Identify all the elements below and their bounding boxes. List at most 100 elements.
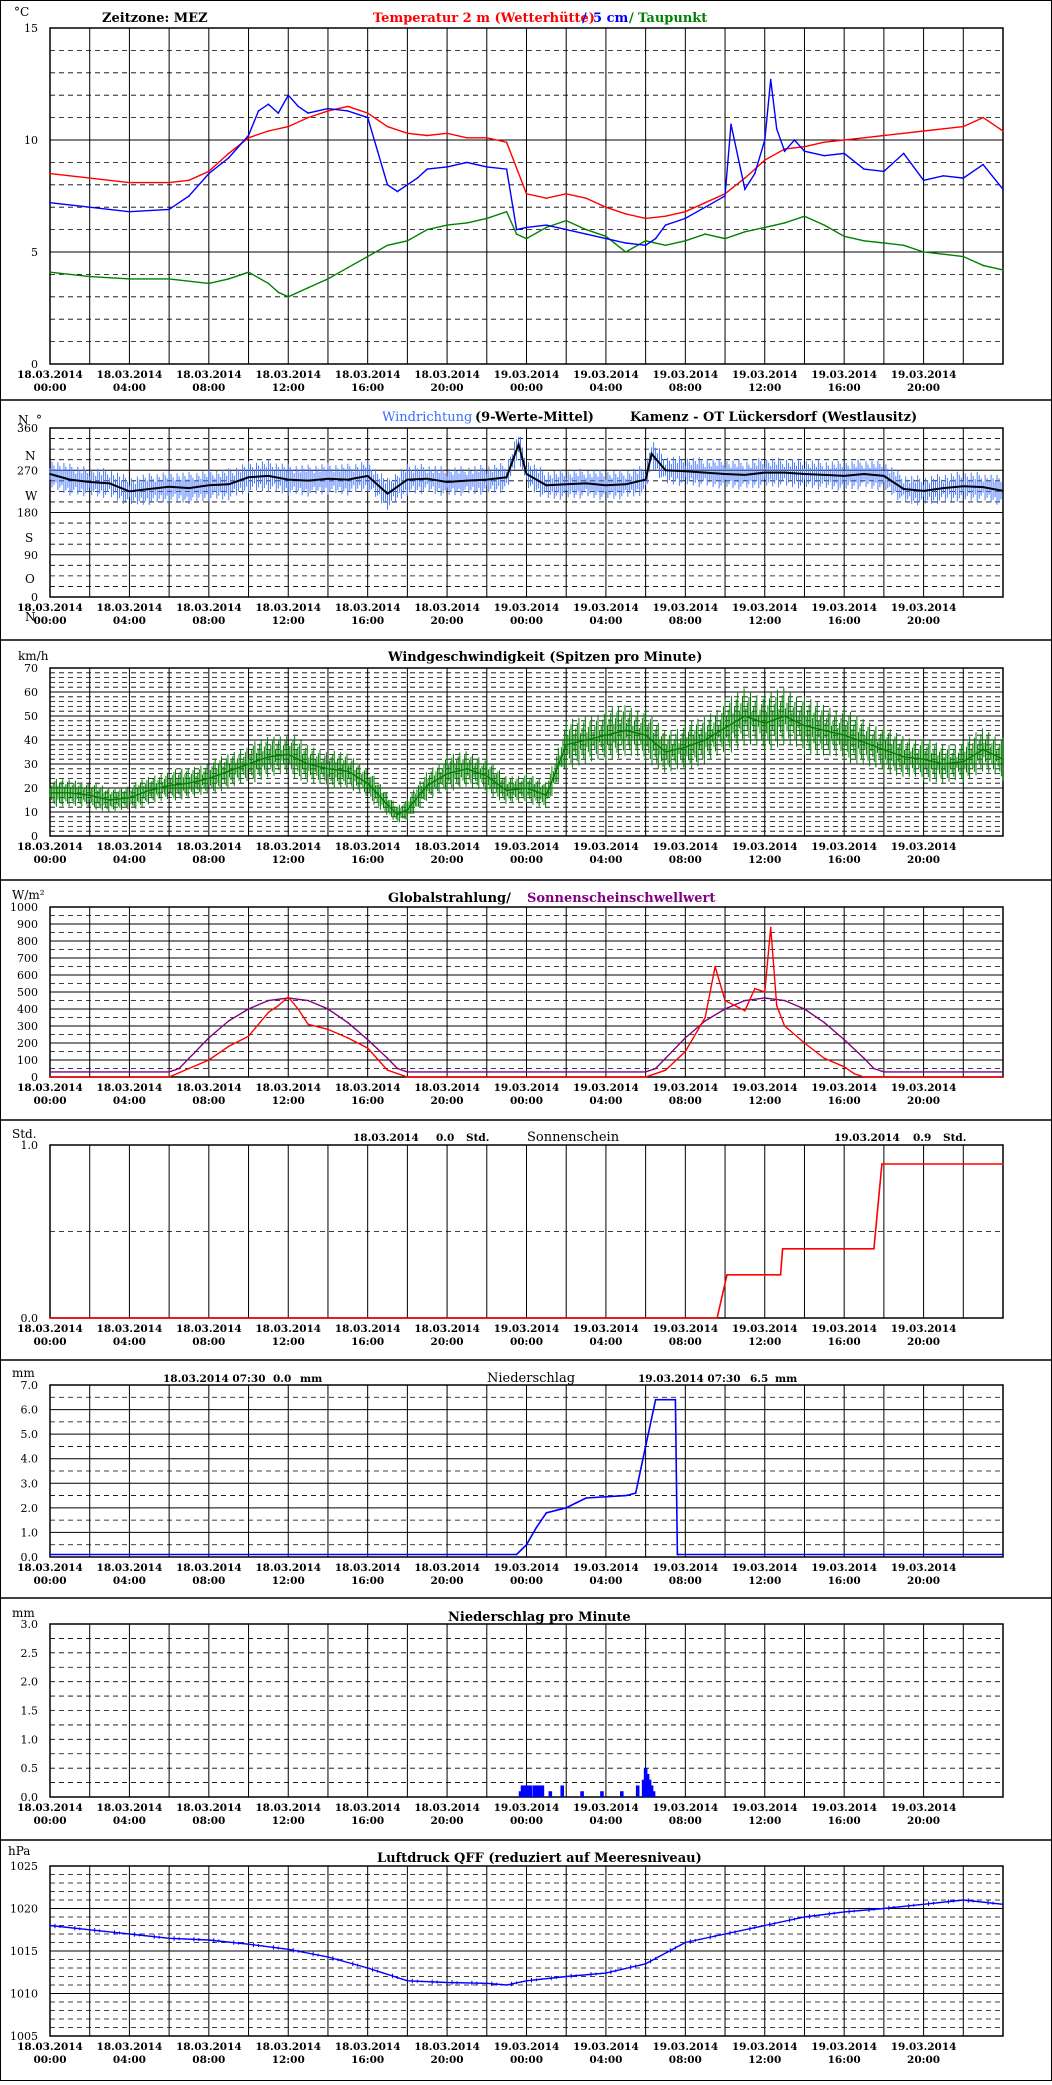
- wind-speed-line-point: [69, 792, 71, 794]
- threshold-line-point: [307, 999, 309, 1002]
- x-tick-time: 16:00: [351, 382, 384, 394]
- wind-speed-line-point: [267, 756, 270, 758]
- dewpoint-line-point: [684, 240, 687, 242]
- wind-speed-line-point: [168, 784, 170, 787]
- day1-value: 0.0: [436, 1132, 454, 1144]
- x-tick-time: 16:00: [351, 1095, 384, 1107]
- temp-5cm-line-point: [775, 128, 778, 130]
- x-tick-date: 18.03.2014: [255, 1082, 321, 1094]
- x-tick-date: 18.03.2014: [335, 1323, 401, 1335]
- wind-speed-line-point: [744, 715, 746, 717]
- x-tick-time: 12:00: [272, 1815, 305, 1827]
- day1-unit: Std.: [466, 1132, 489, 1144]
- pressure-line-point: [88, 1928, 91, 1931]
- wind-speed-line-point: [664, 751, 667, 753]
- wind-speed-line-point: [88, 794, 91, 796]
- wind-speed-line-point: [684, 746, 687, 748]
- wind-speed-line-point: [942, 763, 945, 765]
- wind-direction-avg-line-point: [863, 473, 865, 475]
- temp-5cm-line-point: [327, 107, 329, 110]
- temp-2m-line-point: [446, 132, 448, 135]
- dewpoint-line-point: [545, 226, 548, 229]
- temp-5cm-line-point: [585, 233, 587, 235]
- x-tick-time: 16:00: [351, 1575, 384, 1587]
- x-tick-time: 04:00: [589, 1095, 622, 1107]
- precipitation-line-point: [565, 1507, 568, 1509]
- wind-speed-line-point: [982, 748, 984, 751]
- wind-speed-line-point: [208, 777, 210, 780]
- x-tick-time: 04:00: [589, 1575, 622, 1587]
- x-tick-date: 19.03.2014: [891, 1323, 957, 1335]
- title-threshold: Sonnenscheinschwellwert: [527, 891, 715, 906]
- dewpoint-line-point: [863, 240, 865, 242]
- y-tick-label: 0: [31, 358, 38, 371]
- dewpoint-line-point: [525, 237, 528, 240]
- dewpoint-line-point: [664, 244, 667, 247]
- day1-date: 18.03.2014: [353, 1132, 419, 1144]
- y-tick-label: 270: [17, 464, 38, 477]
- y-tick-label: 20: [24, 782, 38, 795]
- wind-direction-avg-line-point: [347, 478, 349, 481]
- radiation-line-point: [803, 1042, 806, 1044]
- precipitation-line-point: [545, 1511, 548, 1514]
- x-tick-time: 20:00: [907, 1815, 940, 1827]
- temp-5cm-line-point: [297, 105, 299, 108]
- x-tick-date: 18.03.2014: [97, 1323, 163, 1335]
- precip_minute-panel: 3.02.52.01.51.00.50.018.03.201400:0018.0…: [0, 1606, 1052, 1841]
- pressure-line-point: [327, 1956, 329, 1958]
- temp-5cm-line-point: [386, 184, 389, 186]
- compass-label: N: [25, 449, 36, 463]
- y-tick-label: 50: [24, 710, 38, 723]
- x-tick-date: 18.03.2014: [17, 1082, 83, 1094]
- x-tick-time: 20:00: [907, 2054, 940, 2066]
- timezone-label: Zeitzone: MEZ: [102, 11, 208, 26]
- radiation-line-point: [1002, 1076, 1004, 1078]
- x-tick-date: 19.03.2014: [732, 841, 798, 853]
- dewpoint-line-point: [922, 251, 925, 253]
- sunshine-line-point: [726, 1273, 728, 1276]
- y-tick-label: 7.0: [21, 1379, 39, 1392]
- precip-minute-bar: [526, 1785, 531, 1797]
- temp-5cm-line-point: [783, 150, 786, 152]
- panel-title: Luftdruck QFF (reduziert auf Meeresnivea…: [377, 1851, 702, 1866]
- dewpoint-line-point: [347, 266, 349, 269]
- wind-speed-line-point: [525, 787, 528, 789]
- y-tick-label: 0: [31, 830, 38, 843]
- dewpoint-line-point: [624, 251, 627, 253]
- radiation-line-point: [49, 1076, 51, 1078]
- wind-direction-avg-line-point: [545, 484, 548, 487]
- x-tick-time: 12:00: [748, 854, 781, 866]
- y-tick-label: 0.0: [21, 1551, 39, 1564]
- x-tick-date: 19.03.2014: [811, 1323, 877, 1335]
- y-unit-label: km/h: [18, 649, 49, 663]
- y-unit-label: N: [18, 413, 29, 427]
- x-tick-date: 19.03.2014: [811, 841, 877, 853]
- wind-speed-line-point: [446, 772, 448, 775]
- radiation-line-point: [307, 1023, 309, 1026]
- temp-2m-line-point: [227, 152, 230, 155]
- precipitation-line-point: [654, 1398, 657, 1401]
- temp-5cm-line-point: [823, 154, 826, 157]
- y-tick-label: 3.0: [21, 1618, 39, 1631]
- wind-direction-avg-line-point: [684, 470, 687, 472]
- temp-2m-line-point: [843, 139, 845, 141]
- x-tick-time: 04:00: [113, 2054, 146, 2066]
- title-temp-2m: Temperatur 2 m (Wetterhütte): [373, 11, 595, 26]
- wind-direction-avg-line-point: [208, 484, 210, 487]
- x-tick-time: 20:00: [431, 1095, 464, 1107]
- x-tick-date: 19.03.2014: [494, 1802, 560, 1814]
- threshold-line-point: [783, 999, 786, 1002]
- y-tick-label: 5.0: [21, 1428, 39, 1441]
- x-tick-date: 19.03.2014: [811, 1082, 877, 1094]
- temp-5cm-line-point: [922, 179, 925, 182]
- radiation-line-point: [406, 1076, 409, 1078]
- title-wind-average: (9-Werte-Mittel): [475, 410, 594, 425]
- precip-minute-bar: [548, 1791, 553, 1797]
- x-tick-time: 00:00: [510, 1336, 543, 1348]
- day2-unit: Std.: [943, 1132, 966, 1144]
- temp-2m-line-point: [88, 177, 91, 179]
- temp-2m-line-point: [684, 210, 687, 213]
- y-tick-label: 30: [24, 758, 38, 771]
- temp-2m-line-point: [247, 136, 250, 139]
